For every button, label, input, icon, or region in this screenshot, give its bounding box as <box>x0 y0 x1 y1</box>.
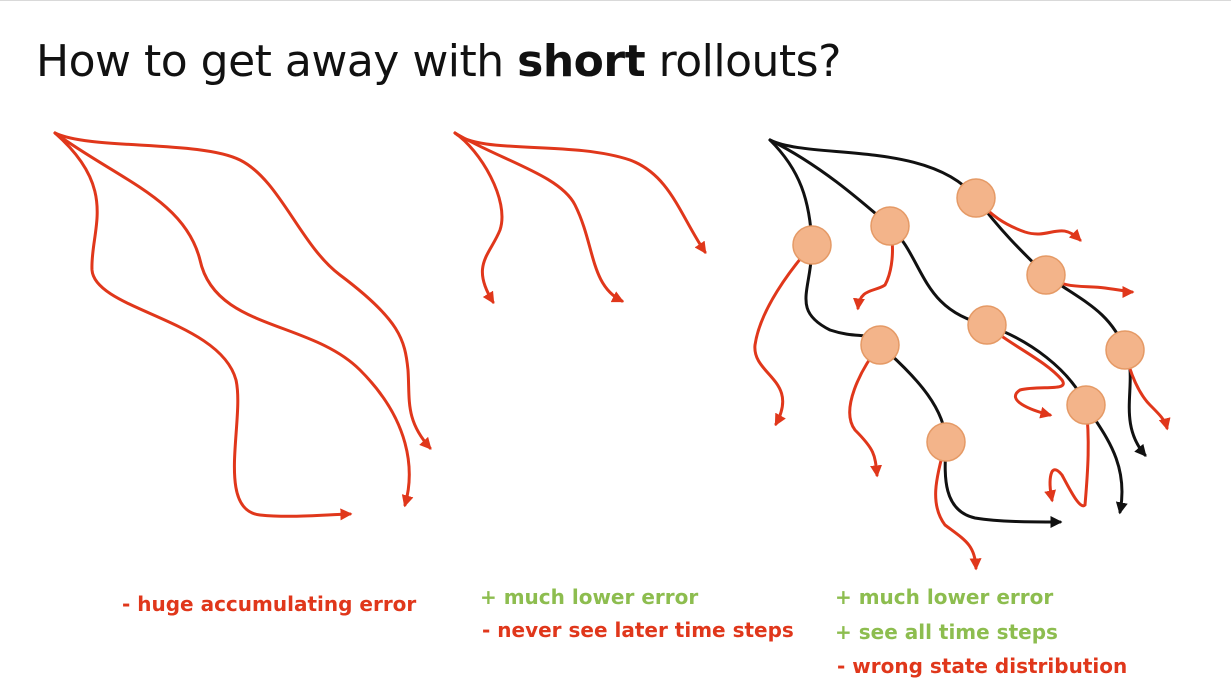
branch-rollout-path <box>1044 403 1090 508</box>
short-rollout-path <box>453 131 707 254</box>
right-caption-minus: - wrong state distribution <box>837 654 1128 678</box>
branched-rollouts-diagram <box>753 138 1171 571</box>
title-emphasis: short <box>517 36 646 87</box>
state-node <box>956 178 996 218</box>
title-suffix: rollouts? <box>645 36 842 87</box>
state-node <box>967 305 1007 345</box>
state-node <box>1026 255 1066 295</box>
branch-rollout-path <box>1123 348 1171 431</box>
short-rollouts-diagram <box>453 131 707 305</box>
middle-caption-minus: - never see later time steps <box>482 618 794 642</box>
short-rollout-path <box>453 131 504 305</box>
top-rule <box>0 0 1231 1</box>
title-prefix: How to get away with <box>36 36 518 87</box>
long-rollout-path <box>53 131 414 508</box>
short-rollout-path <box>453 131 625 303</box>
state-node <box>870 206 910 246</box>
middle-caption-plus: + much lower error <box>480 585 699 609</box>
branch-rollout-path <box>934 440 982 571</box>
state-node <box>926 422 966 462</box>
state-node <box>1066 385 1106 425</box>
long-rollout-path <box>53 131 353 521</box>
right-caption-plus-1: + much lower error <box>835 585 1054 609</box>
left-caption-minus: - huge accumulating error <box>122 592 417 616</box>
long-rollouts-diagram <box>53 131 432 521</box>
right-caption-plus-2: + see all time steps <box>835 620 1058 644</box>
state-node <box>1105 330 1145 370</box>
long-rollout-path <box>53 131 432 450</box>
branch-rollout-path <box>852 224 894 311</box>
state-node <box>860 325 900 365</box>
real-trajectory-path <box>768 138 1063 528</box>
state-node <box>792 225 832 265</box>
sampled-states <box>792 178 1145 462</box>
slide-title: How to get away with short rollouts? <box>36 36 842 87</box>
branch-rollout-path <box>753 243 814 427</box>
branch-rollout-path <box>848 343 883 478</box>
branch-rollout-path <box>985 323 1065 419</box>
